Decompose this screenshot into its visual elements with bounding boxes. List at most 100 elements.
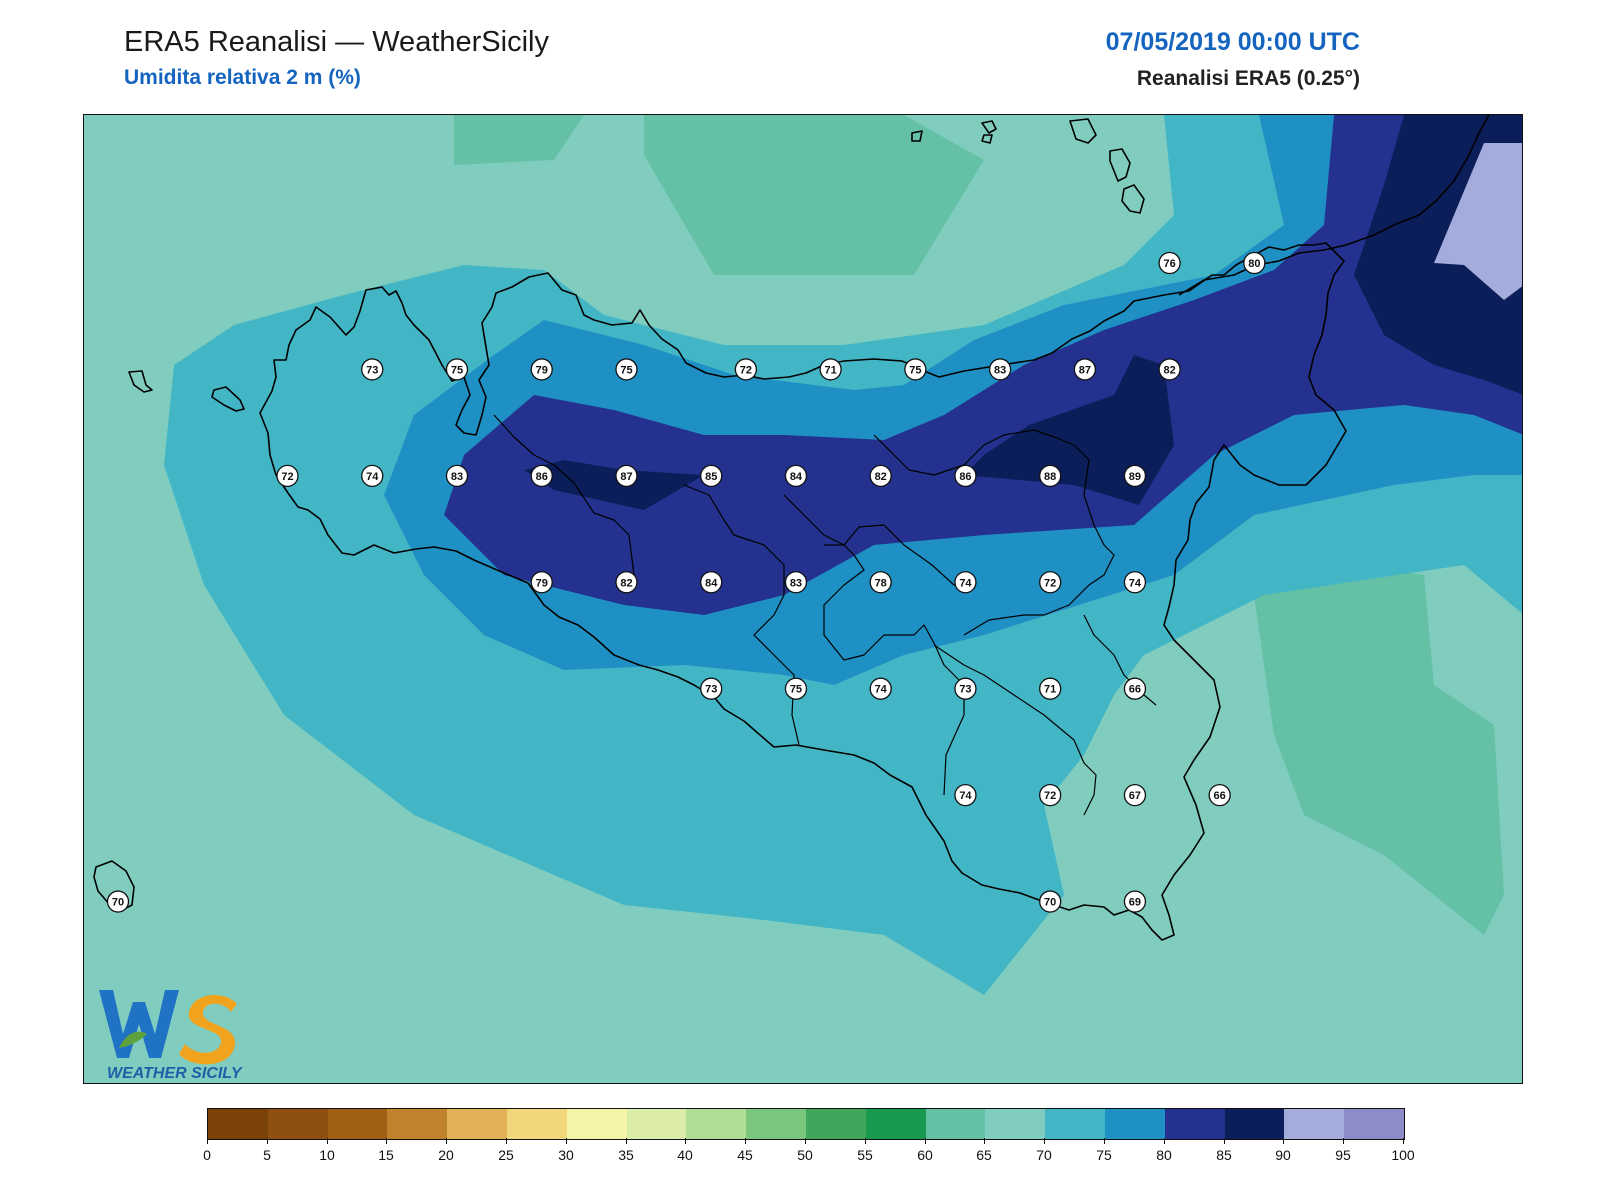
- station-circle: [1158, 251, 1181, 275]
- colorbar-tick-label: 30: [558, 1147, 574, 1163]
- colorbar-cell: [327, 1109, 388, 1139]
- field-60-65-north: [454, 115, 584, 165]
- colorbar-tick-mark: [1164, 1138, 1165, 1144]
- station-circle: [106, 890, 130, 913]
- colorbar-tick-label: 10: [319, 1147, 335, 1163]
- field-60-65-east: [1254, 565, 1504, 935]
- station-circle: [954, 571, 977, 594]
- colorbar-tick-mark: [446, 1138, 447, 1144]
- field-90-95: [1434, 143, 1522, 300]
- colorbar-tick-mark: [745, 1138, 746, 1144]
- station-value: 71: [824, 364, 836, 376]
- station-marker: 73: [361, 358, 384, 381]
- logo-wordmark: WEATHER SICILY: [107, 1065, 243, 1082]
- station-marker: 70: [106, 890, 130, 913]
- station-marker: 84: [700, 571, 723, 594]
- station-circle: [1243, 251, 1266, 275]
- colorbar-tick-label: 100: [1391, 1147, 1415, 1163]
- station-marker: 74: [954, 571, 977, 594]
- station-circle: [904, 358, 927, 381]
- station-value: 73: [705, 684, 717, 696]
- station-circle: [530, 571, 553, 594]
- station-marker: 83: [445, 464, 469, 488]
- colorbar-tick-mark: [1044, 1138, 1045, 1144]
- station-marker: 89: [1123, 464, 1147, 488]
- colorbar-tick-mark: [626, 1138, 627, 1144]
- colorbar-tick-mark: [1403, 1138, 1404, 1144]
- colorbar-tick-label: 50: [797, 1147, 813, 1163]
- station-value: 82: [620, 577, 632, 589]
- station-marker: 74: [361, 464, 384, 488]
- station-circle: [700, 571, 723, 594]
- station-circle: [1039, 571, 1062, 594]
- colorbar-tick-mark: [1283, 1138, 1284, 1144]
- island-egadi: [128, 370, 245, 412]
- map-canvas: 73 75 79 75 72 71 75 83 87 82 76 80 72 74 83 86 87 85 84 82…: [84, 115, 1522, 1083]
- station-circle: [700, 464, 723, 488]
- station-value: 74: [875, 684, 888, 696]
- colorbar-tick-label: 55: [857, 1147, 873, 1163]
- coastline-sicily: [259, 242, 1347, 941]
- colorbar-tick-label: 75: [1096, 1147, 1112, 1163]
- map-area[interactable]: 73 75 79 75 72 71 75 83 87 82 76 80 72 74 83 86 87 85 84 82…: [83, 114, 1523, 1084]
- station-marker: 80: [1243, 251, 1266, 275]
- station-circle: [954, 464, 977, 488]
- colorbar-cell: [387, 1109, 448, 1139]
- colorbar-cell: [1284, 1109, 1345, 1139]
- station-marker: 72: [734, 358, 758, 381]
- colorbar-tick-mark: [925, 1138, 926, 1144]
- logo-w-shape: [99, 990, 179, 1058]
- station-marker: 72: [276, 464, 299, 488]
- colorbar-cell: [686, 1109, 747, 1139]
- station-value: 78: [875, 577, 887, 589]
- station-circle: [276, 464, 299, 488]
- station-circle: [615, 571, 638, 594]
- station-circle: [1123, 783, 1147, 807]
- station-value: 84: [705, 577, 718, 589]
- station-value: 70: [112, 897, 124, 909]
- station-value: 80: [1248, 258, 1260, 270]
- colorbar-tick-mark: [805, 1138, 806, 1144]
- colorbar-cell: [1045, 1109, 1105, 1139]
- colorbar-tick-mark: [984, 1138, 985, 1144]
- station-circle: [1039, 783, 1062, 807]
- colorbar-cell: [626, 1109, 687, 1139]
- station-circle: [1158, 358, 1181, 381]
- colorbar: [207, 1108, 1405, 1140]
- station-marker: 71: [1039, 677, 1062, 700]
- station-value: 85: [705, 471, 717, 483]
- station-circle: [361, 358, 384, 381]
- colorbar-tick-label: 35: [618, 1147, 634, 1163]
- colorbar-tick-label: 65: [976, 1147, 992, 1163]
- colorbar-tick-label: 60: [917, 1147, 933, 1163]
- field-80-85: [444, 115, 1522, 615]
- logo-mark: WEATHER SICILY: [99, 990, 243, 1082]
- station-value: 72: [281, 471, 293, 483]
- colorbar-tick-label: 25: [498, 1147, 514, 1163]
- station-marker: 66: [1208, 783, 1231, 807]
- colorbar-tick-mark: [865, 1138, 866, 1144]
- colorbar-cell: [1344, 1109, 1404, 1139]
- station-circle: [530, 358, 553, 381]
- colorbar-tick-label: 70: [1036, 1147, 1052, 1163]
- station-marker: 76: [1158, 251, 1181, 275]
- station-circle: [784, 464, 808, 488]
- province-borders: [493, 414, 1157, 816]
- field-60-65-north-center: [644, 115, 984, 275]
- station-circle: [445, 358, 469, 381]
- station-marker: 73: [700, 677, 723, 700]
- station-marker: 87: [1073, 358, 1097, 381]
- station-circle: [1123, 890, 1147, 913]
- colorbar-cell: [805, 1109, 866, 1139]
- station-circle: [869, 677, 892, 700]
- station-value: 75: [451, 364, 463, 376]
- station-marker: 74: [954, 783, 977, 807]
- station-marker: 82: [1158, 358, 1181, 381]
- colorbar-tick-mark: [207, 1138, 208, 1144]
- station-value: 79: [536, 364, 548, 376]
- station-value: 66: [1129, 684, 1141, 696]
- station-value: 88: [1044, 471, 1056, 483]
- station-marker: 86: [530, 464, 553, 488]
- station-circle: [530, 464, 553, 488]
- colorbar-cell: [566, 1109, 627, 1139]
